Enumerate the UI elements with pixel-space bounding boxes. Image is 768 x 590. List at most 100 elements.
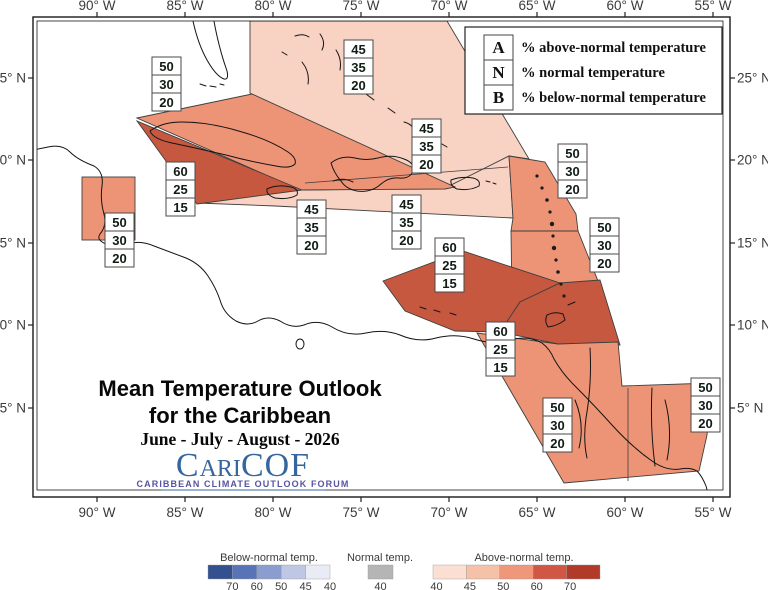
scale-value-above: 70 [564,581,576,590]
map-frame [32,16,731,498]
forecast-label-jamaica: 45 35 20 [296,199,327,255]
haiti-peninsula [332,178,354,183]
forecast-value: 50 [550,400,564,415]
forecast-value: 50 [597,220,611,235]
scale-value-above: 45 [464,581,476,590]
forecast-labels-layer: 50 30 20 45 35 20 45 35 20 60 25 15 50 30 20 45 35 20 45 35… [104,39,721,453]
forecast-value: 30 [159,77,173,92]
forecast-value: 25 [442,258,456,273]
coastline-jamaica [266,185,298,200]
forecast-value: 35 [351,60,365,75]
forecast-value: 30 [597,238,611,253]
bottom-axis-label: 90° W [79,505,116,520]
forecast-value: 50 [698,380,712,395]
scale-swatch-above [499,564,534,580]
scale-value-above: 60 [531,581,543,590]
scale-group-below: Below-normal temp. 70 60 50 45 40 [207,552,336,590]
scale-value-below: 40 [324,581,336,590]
forecast-value: 45 [304,202,318,217]
forecast-value-box [104,248,135,268]
forecast-value: 20 [159,95,173,110]
legend-label-above: % above-normal temperature [521,40,707,56]
forecast-value-box [391,230,422,250]
forecast-value: 50 [112,215,126,230]
coastline-central-south-america [37,145,708,490]
scale-swatch-below [256,564,282,580]
scale-swatch-below [207,564,233,580]
scale-group-normal: Normal temp. 40 [347,552,413,590]
top-axis-label: 70° W [431,0,468,13]
coastline-cuba [149,121,296,168]
top-axis-label: 85° W [167,0,204,13]
forecast-value: 35 [304,220,318,235]
scale-title-below: Below-normal temp. [220,552,318,564]
forecast-label-cuba: 50 30 20 [151,56,182,112]
forecast-value: 35 [399,215,413,230]
forecast-value: 60 [442,240,456,255]
bottom-axis-label: 85° W [167,505,204,520]
legend-label-normal: % normal temperature [521,65,665,81]
bottom-axis-label: 55° W [695,505,732,520]
forecast-value: 15 [442,276,456,291]
abc-islands [419,306,457,316]
title-block: Mean Temperature Outlook for the Caribbe… [98,376,382,491]
top-axis-label: 80° W [255,0,292,13]
forecast-value: 20 [112,251,126,266]
lesser-antilles-islands [535,174,566,298]
scale-value-below: 60 [251,581,263,590]
forecast-value: 35 [419,139,433,154]
forecast-value: 25 [493,342,507,357]
forecast-value: 20 [304,238,318,253]
forecast-label-trinidad-tobago: 60 25 15 [485,321,516,377]
bottom-axis-label: 80° W [255,505,292,520]
scale-swatch-below [305,564,331,580]
top-axis-label: 60° W [607,0,644,13]
forecast-value: 20 [351,78,365,93]
forecast-value: 20 [550,436,564,451]
forecast-label-western-cuba: 60 25 15 [165,161,196,217]
scale-value-below: 50 [275,581,287,590]
forecast-label-turks-and-caicos: 45 35 20 [411,118,442,174]
right-axis-label: 10° N [737,318,768,333]
forecast-value: 20 [419,157,433,172]
scale-value-above: 50 [497,581,509,590]
forecast-value: 45 [399,197,413,212]
forecast-label-belize: 50 30 20 [104,212,135,268]
coastline-florida [192,21,229,80]
forecast-value: 20 [565,182,579,197]
coastline-trinidad [545,301,576,328]
forecast-value-box [165,197,196,217]
scale-swatch-above [566,564,601,580]
forecast-value: 20 [399,233,413,248]
legend-cell-n [483,59,514,86]
forecast-value-box [690,413,721,433]
top-axis-label: 65° W [519,0,556,13]
left-axis-label: 15° N [0,236,26,251]
forecast-label-french-guiana: 50 30 20 [690,377,721,433]
axes-layer: 90° W 85° W 80° W 75° W 70° W 65° W 60° W 55° W… [0,0,768,520]
coastline-hispaniola [330,155,414,192]
scale-swatch-above [533,564,567,580]
top-axis-label: 90° W [79,0,116,13]
legend-cell-a [483,34,514,61]
forecast-label-bahamas: 45 35 20 [343,39,374,95]
map-title-line1: Mean Temperature Outlook [98,376,382,401]
forecast-value: 60 [493,324,507,339]
scale-swatch-above [466,564,500,580]
lake-maracaibo [295,338,305,350]
forecast-value: 15 [493,360,507,375]
forecast-value-box [151,92,182,112]
forecast-label-guyana: 50 30 20 [542,397,573,453]
forecast-value-box [343,75,374,95]
left-axis-label: 10° N [0,318,26,333]
top-axis-label: 75° W [343,0,380,13]
forecast-label-hispaniola: 45 35 20 [391,194,422,250]
scale-title-normal: Normal temp. [347,552,413,564]
logo-part: C [241,447,265,484]
forecast-value: 50 [565,146,579,161]
bottom-axis-label: 60° W [607,505,644,520]
forecast-value: 20 [597,256,611,271]
forecast-value: 25 [173,182,187,197]
right-axis-label: 20° N [737,153,768,168]
forecast-label-abc-islands: 60 25 15 [434,237,465,293]
